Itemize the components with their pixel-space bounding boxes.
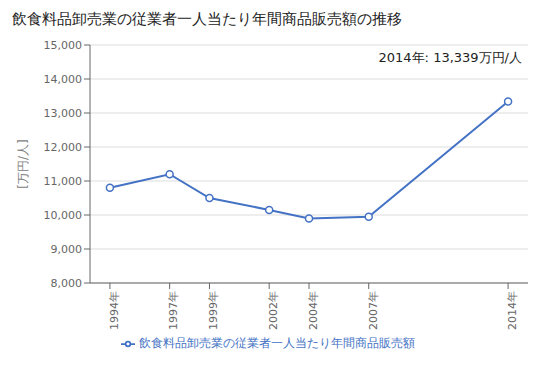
svg-text:13,000: 13,000	[44, 107, 83, 120]
svg-text:2004年: 2004年	[307, 291, 320, 330]
html-text:2014年: 13,339万円/人: 2014年: 13,339万円/人	[378, 50, 522, 65]
svg-text:2007年: 2007年	[367, 291, 380, 330]
svg-text:14,000: 14,000	[44, 73, 83, 86]
svg-text:1999年: 1999年	[207, 291, 220, 330]
svg-text:9,000: 9,000	[51, 243, 83, 256]
svg-text:10,000: 10,000	[44, 209, 83, 222]
svg-text:1997年: 1997年	[167, 291, 180, 330]
svg-text:2014年: 2014年	[506, 291, 519, 330]
svg-text:11,000: 11,000	[44, 175, 83, 188]
svg-text:1994年: 1994年	[108, 291, 121, 330]
svg-text:2002年: 2002年	[267, 291, 280, 330]
svg-text:[万円/人]: [万円/人]	[16, 139, 30, 188]
html-text:飲食料品卸売業の従業者一人当たり年間商品販売額: 飲食料品卸売業の従業者一人当たり年間商品販売額	[139, 336, 415, 350]
svg-text:8,000: 8,000	[51, 277, 83, 290]
svg-text:12,000: 12,000	[44, 141, 83, 154]
html-text:飲食料品卸売業の従業者一人当たり年間商品販売額の推移: 飲食料品卸売業の従業者一人当たり年間商品販売額の推移	[12, 10, 402, 28]
svg-text:15,000: 15,000	[44, 39, 83, 52]
